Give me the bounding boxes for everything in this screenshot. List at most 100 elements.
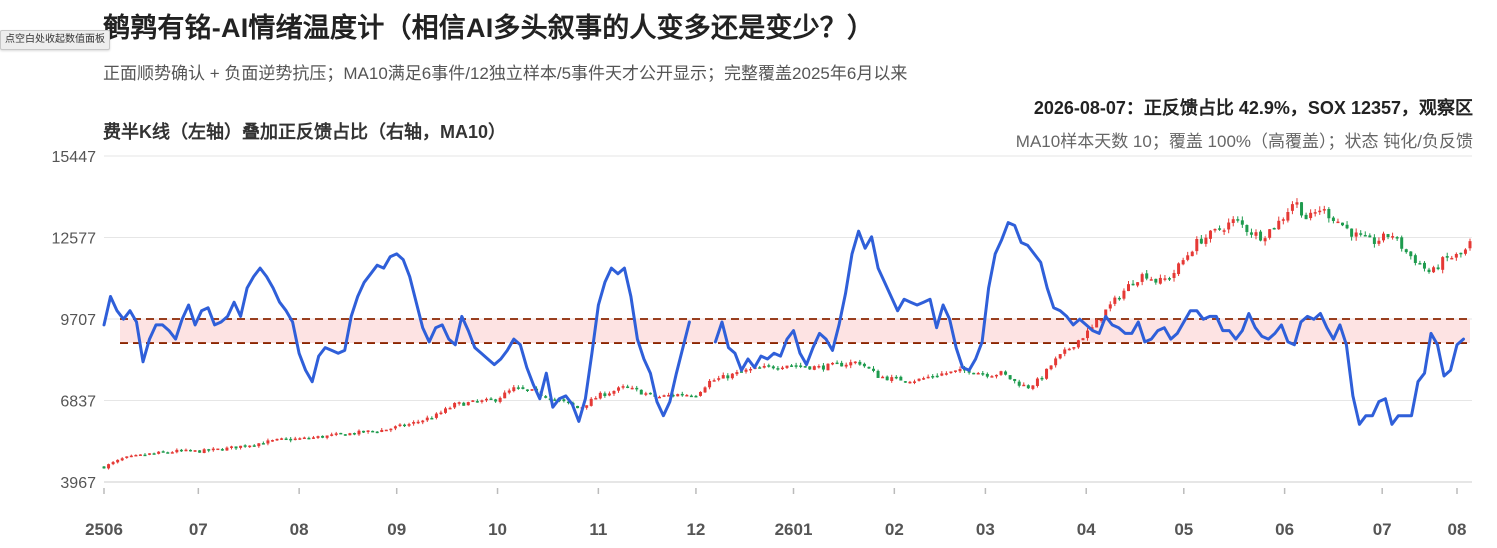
- candle-body: [935, 375, 939, 378]
- collapse-panel-button[interactable]: 点空白处收起数值面板: [0, 30, 110, 50]
- candle: [990, 375, 994, 378]
- candle: [1281, 217, 1285, 225]
- candle: [366, 430, 370, 434]
- candle-body: [685, 394, 689, 397]
- candle: [416, 419, 420, 425]
- candle-body: [1167, 278, 1171, 280]
- candle-body: [1300, 202, 1304, 216]
- candle: [1300, 201, 1304, 218]
- candle: [758, 366, 762, 369]
- candle-body: [298, 438, 302, 440]
- candle: [821, 362, 825, 372]
- candle: [903, 381, 907, 383]
- candle: [257, 443, 261, 448]
- candle-body: [1199, 238, 1203, 244]
- candle: [1208, 230, 1212, 243]
- candle: [357, 429, 361, 436]
- candle: [1295, 198, 1299, 208]
- candle-body: [152, 453, 156, 455]
- candle: [512, 384, 516, 393]
- candlestick-series: [102, 198, 1472, 470]
- candle-body: [1377, 240, 1381, 244]
- candle-body: [644, 393, 648, 395]
- candle: [507, 388, 511, 395]
- candle-body: [612, 390, 616, 394]
- candle: [1172, 269, 1176, 282]
- candle-body: [658, 396, 662, 399]
- candle: [1309, 209, 1313, 221]
- candle-body: [179, 449, 183, 452]
- candle-body: [1409, 251, 1413, 257]
- candle: [999, 370, 1003, 376]
- candle-body: [403, 424, 407, 427]
- candle-body: [307, 437, 311, 440]
- candle: [1454, 252, 1458, 261]
- candle-body: [1067, 348, 1071, 351]
- candle: [626, 384, 630, 389]
- candle-body: [530, 389, 534, 391]
- candle-body: [302, 437, 306, 440]
- candle-body: [585, 405, 589, 408]
- candle: [621, 384, 625, 390]
- candle: [211, 447, 215, 452]
- candle: [849, 359, 853, 369]
- candle-body: [366, 430, 370, 432]
- candle: [1268, 229, 1272, 240]
- candle: [475, 399, 479, 403]
- candle-body: [853, 361, 857, 364]
- candle-body: [475, 401, 479, 403]
- candle: [1359, 230, 1363, 237]
- candle-body: [293, 438, 297, 441]
- candle: [826, 363, 830, 371]
- x-tick-label: 09: [387, 520, 406, 539]
- candle-body: [821, 365, 825, 370]
- candle-body: [1432, 267, 1436, 273]
- candle-body: [352, 433, 356, 435]
- candle-body: [785, 365, 789, 368]
- candle: [362, 430, 366, 433]
- candle-body: [1345, 224, 1349, 229]
- candle: [457, 401, 461, 406]
- candle-body: [803, 366, 807, 368]
- candle: [1199, 234, 1203, 245]
- candle-body: [111, 462, 115, 465]
- candle: [243, 444, 247, 448]
- candle-body: [840, 362, 844, 367]
- candle-body: [371, 430, 375, 433]
- candle: [134, 454, 138, 457]
- candle: [439, 410, 443, 415]
- candle: [1177, 262, 1181, 277]
- candle: [1145, 270, 1149, 281]
- candle-body: [958, 369, 962, 372]
- candle-body: [362, 430, 366, 433]
- candle-body: [881, 376, 885, 379]
- candle-body: [671, 394, 675, 397]
- candle: [189, 449, 193, 452]
- candle: [862, 362, 866, 368]
- candle: [1318, 206, 1322, 215]
- candle-body: [125, 456, 129, 458]
- candle: [1436, 264, 1440, 271]
- candle-body: [931, 376, 935, 378]
- candle-body: [680, 393, 684, 396]
- candle-body: [466, 402, 470, 406]
- candle: [703, 386, 707, 393]
- candle-body: [749, 368, 753, 371]
- candle: [1227, 218, 1231, 234]
- candle-body: [844, 364, 848, 367]
- candle-body: [999, 371, 1003, 375]
- candle: [425, 415, 429, 422]
- candle: [1204, 234, 1208, 247]
- candle: [858, 359, 862, 366]
- candle-body: [507, 390, 511, 393]
- candle: [1254, 229, 1258, 240]
- candle: [662, 394, 666, 398]
- candle-body: [712, 380, 716, 382]
- candle: [266, 438, 270, 446]
- candle-body: [357, 430, 361, 435]
- candle: [799, 362, 803, 369]
- page-subtitle: 正面顺势确认 + 负面逆势抗压；MA10满足6事件/12独立样本/5事件天才公开…: [103, 64, 908, 83]
- candle-body: [430, 417, 434, 420]
- candle: [1195, 236, 1199, 255]
